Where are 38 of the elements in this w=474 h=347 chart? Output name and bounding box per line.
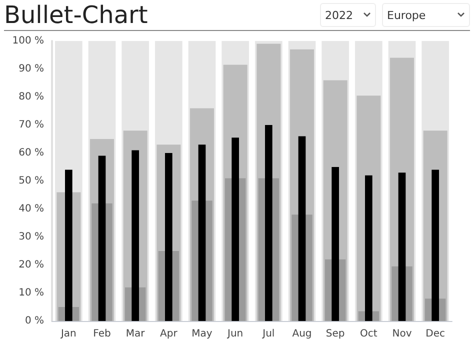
bar	[332, 167, 339, 321]
bar	[298, 136, 306, 321]
chart-title: Bullet-Chart	[4, 1, 149, 29]
text: 2022	[325, 8, 353, 22]
y-tick-label: 70 %	[18, 120, 44, 130]
y-tick-label: 90 %	[18, 64, 44, 74]
bar	[432, 170, 439, 321]
x-tick-label: Aug	[292, 328, 312, 340]
y-tick-label: 30 %	[18, 232, 44, 242]
x-tick-label: Jun	[226, 328, 244, 340]
bar	[65, 170, 72, 321]
x-tick-label: Feb	[93, 328, 111, 340]
y-tick-label: 50 %	[18, 176, 44, 186]
x-tick-label: Apr	[160, 328, 178, 340]
y-tick-label: 60 %	[18, 148, 44, 158]
y-tick-label: 80 %	[18, 92, 44, 102]
y-tick-label: 10 %	[18, 288, 44, 298]
bar	[132, 150, 139, 321]
bar	[265, 125, 272, 321]
x-tick-label: Mar	[126, 328, 146, 340]
bar	[98, 156, 106, 321]
x-tick-label: Oct	[360, 328, 378, 340]
x-tick-label: Dec	[426, 328, 446, 340]
bar	[198, 144, 206, 321]
y-tick-label: 100 %	[12, 36, 44, 46]
x-tick-label: May	[192, 328, 212, 340]
x-tick-label: Jul	[262, 328, 275, 340]
x-tick-label: Nov	[392, 328, 412, 340]
text: Europe	[387, 8, 426, 22]
bar	[398, 172, 406, 321]
x-tick-label: Jan	[60, 328, 76, 340]
bar	[232, 138, 239, 321]
bar	[365, 175, 372, 321]
y-tick-label: 40 %	[18, 204, 44, 214]
bar	[165, 153, 172, 321]
y-tick-label: 20 %	[18, 260, 44, 270]
x-tick-label: Sep	[326, 328, 345, 340]
y-tick-label: 0 %	[24, 316, 44, 326]
